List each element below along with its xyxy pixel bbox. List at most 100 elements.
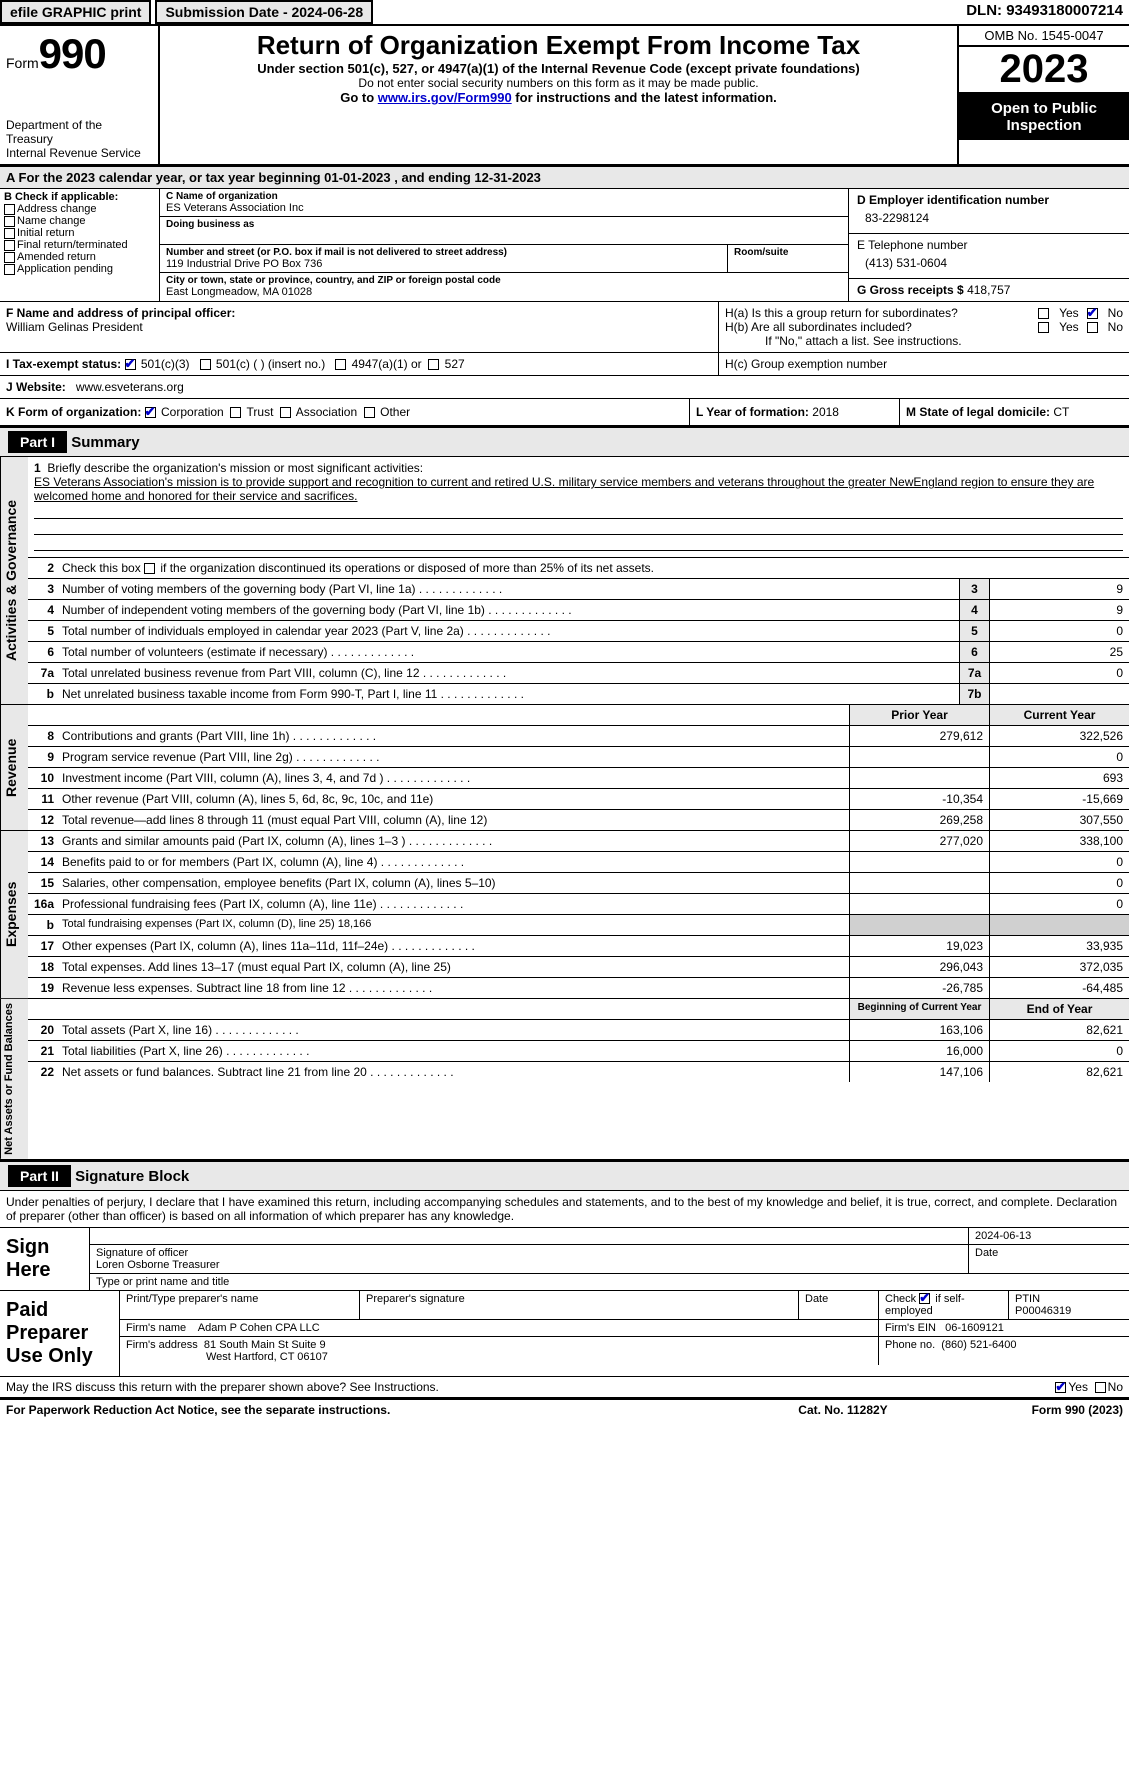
ein-value: 83-2298124 [857,207,1121,229]
firm-phone-label: Phone no. [885,1339,935,1351]
chk-address-change[interactable]: Address change [4,203,155,215]
chk-final-return[interactable]: Final return/terminated [4,239,155,251]
chk-label: Amended return [17,251,96,263]
box-hc: H(c) Group exemption number [719,353,1129,375]
box-j-label: J Website: [6,380,66,394]
chk-name-change[interactable]: Name change [4,215,155,227]
line9-curr: 0 [989,747,1129,767]
blank-line [34,537,1123,551]
discuss-yes-checkbox[interactable] [1055,1382,1066,1393]
ssn-warning: Do not enter social security numbers on … [166,76,951,90]
box-d: D Employer identification number 83-2298… [849,189,1129,301]
chk-amended-return[interactable]: Amended return [4,251,155,263]
chk-application-pending[interactable]: Application pending [4,263,155,275]
line4-box: 4 [959,600,989,620]
chk-corporation[interactable] [145,407,156,418]
line6-desc: Total number of volunteers (estimate if … [58,642,959,662]
irs-link[interactable]: www.irs.gov/Form990 [378,90,512,105]
chk-501c3[interactable] [125,359,136,370]
revenue-body: Prior Year Current Year 8 Contributions … [28,705,1129,830]
sign-here-label: Sign Here [0,1228,90,1290]
chk-self-employed[interactable] [919,1293,930,1304]
dln-label: DLN: 93493180007214 [960,0,1129,24]
line9-desc: Program service revenue (Part VIII, line… [58,747,849,767]
submission-date-button[interactable]: Submission Date - 2024-06-28 [155,0,373,24]
paid-preparer-row: Paid Preparer Use Only Print/Type prepar… [0,1291,1129,1376]
line-num: 17 [28,936,58,956]
line-num: 4 [28,600,58,620]
line11-desc: Other revenue (Part VIII, column (A), li… [58,789,849,809]
box-c: C Name of organization ES Veterans Assoc… [160,189,849,301]
row-klm: K Form of organization: Corporation Trus… [0,399,1129,428]
box-m: M State of legal domicile: CT [899,399,1129,425]
box-f-value: William Gelinas President [6,320,712,334]
sig-date: 2024-06-13 [969,1228,1129,1244]
line22-desc: Net assets or fund balances. Subtract li… [58,1062,849,1082]
hb-no-checkbox[interactable] [1087,322,1098,333]
prep-sig-label: Preparer's signature [360,1291,799,1319]
form-title: Return of Organization Exempt From Incom… [166,30,951,61]
discuss-no-checkbox[interactable] [1095,1382,1106,1393]
goto-line: Go to www.irs.gov/Form990 for instructio… [166,90,951,105]
line16b-desc: Total fundraising expenses (Part IX, col… [58,915,849,935]
discuss-text: May the IRS discuss this return with the… [6,1380,1055,1394]
chk-trust[interactable] [230,407,241,418]
tax-year: 2023 [959,47,1129,94]
firm-name-row: Firm's name Adam P Cohen CPA LLC Firm's … [120,1320,1129,1337]
netassets-header-row: Beginning of Current Year End of Year [28,999,1129,1019]
opt-corporation: Corporation [161,405,224,419]
part1-title: Summary [71,434,139,451]
firm-addr-cell: Firm's address 81 South Main St Suite 9 … [120,1337,879,1365]
line20-curr: 82,621 [989,1020,1129,1040]
line10-desc: Investment income (Part VIII, column (A)… [58,768,849,788]
chk-initial-return[interactable]: Initial return [4,227,155,239]
firm-ein-value: 06-1609121 [945,1322,1004,1334]
firm-phone-value: (860) 521-6400 [941,1339,1016,1351]
ha-yes-checkbox[interactable] [1038,308,1049,319]
line-17: 17 Other expenses (Part IX, column (A), … [28,935,1129,956]
irs-label: Internal Revenue Service [6,146,152,160]
top-bar: efile GRAPHIC print Submission Date - 20… [0,0,1129,26]
box-b-header: B Check if applicable: [4,191,155,203]
dba-row: Doing business as [160,217,848,245]
city-value: East Longmeadow, MA 01028 [166,286,842,298]
paid-preparer-label: Paid Preparer Use Only [0,1291,120,1376]
sig-date-row: 2024-06-13 [90,1228,1129,1245]
chk-association[interactable] [280,407,291,418]
line-8: 8 Contributions and grants (Part VIII, l… [28,725,1129,746]
line17-desc: Other expenses (Part IX, column (A), lin… [58,936,849,956]
goto-post: for instructions and the latest informat… [512,90,777,105]
hb-yes-checkbox[interactable] [1038,322,1049,333]
firm-name-label: Firm's name [126,1322,186,1334]
chk-4947[interactable] [335,359,346,370]
chk-other[interactable] [364,407,375,418]
line13-desc: Grants and similar amounts paid (Part IX… [58,831,849,851]
blank-line [34,521,1123,535]
chk-527[interactable] [428,359,439,370]
chk-501c[interactable] [200,359,211,370]
blank-line [34,505,1123,519]
opt-association: Association [296,405,357,419]
line-11: 11 Other revenue (Part VIII, column (A),… [28,788,1129,809]
line-num: 19 [28,978,58,998]
chk-discontinued[interactable] [144,563,155,574]
ha-no-checkbox[interactable] [1087,308,1098,319]
line1-label: Briefly describe the organization's miss… [47,461,423,475]
line8-desc: Contributions and grants (Part VIII, lin… [58,726,849,746]
line18-desc: Total expenses. Add lines 13–17 (must eq… [58,957,849,977]
line15-prior [849,873,989,893]
line19-curr: -64,485 [989,978,1129,998]
line-19: 19 Revenue less expenses. Subtract line … [28,977,1129,998]
year-formation: 2018 [812,405,839,419]
line7b-value [989,684,1129,704]
paid-preparer-body: Print/Type preparer's name Preparer's si… [120,1291,1129,1376]
line-num [28,999,58,1019]
line14-prior [849,852,989,872]
type-name-label: Type or print name and title [90,1274,1129,1290]
form-number-text: 990 [39,30,106,77]
efile-print-button[interactable]: efile GRAPHIC print [0,0,151,24]
gross-label: G Gross receipts $ [857,283,964,297]
line13-prior: 277,020 [849,831,989,851]
hdr-prior-year: Prior Year [849,705,989,725]
line-5: 5 Total number of individuals employed i… [28,620,1129,641]
